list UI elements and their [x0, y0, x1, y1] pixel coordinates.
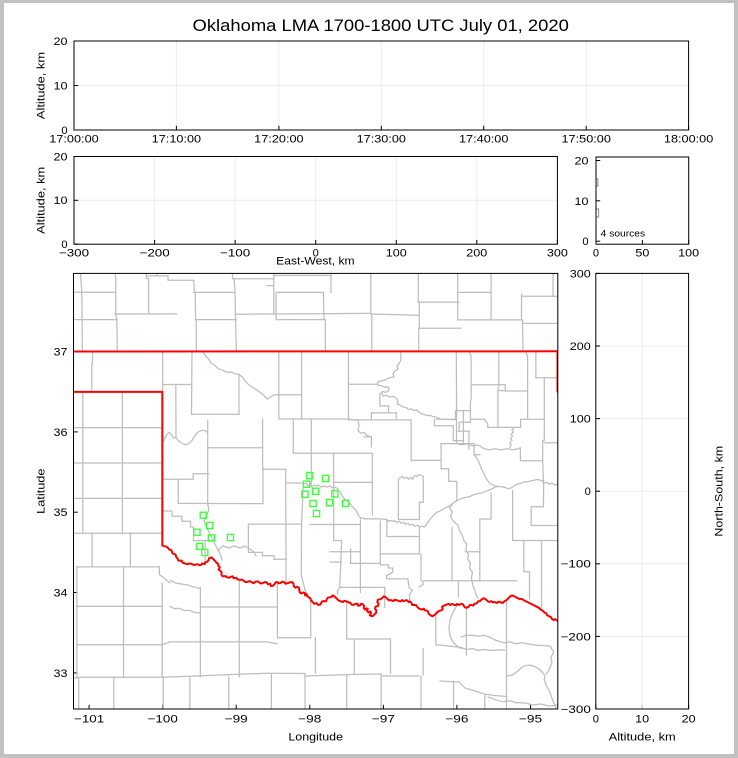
svg-text:0: 0: [593, 247, 599, 259]
svg-text:37: 37: [54, 346, 68, 358]
svg-text:Altitude, km: Altitude, km: [36, 52, 48, 119]
svg-text:34: 34: [54, 587, 68, 599]
svg-text:17:10:00: 17:10:00: [152, 133, 201, 145]
svg-text:North-South, km: North-South, km: [713, 446, 725, 537]
svg-text:35: 35: [54, 507, 68, 519]
svg-text:0: 0: [585, 486, 591, 498]
svg-text:100: 100: [678, 247, 699, 259]
svg-text:Altitude, km: Altitude, km: [609, 732, 676, 744]
svg-text:10: 10: [635, 714, 649, 726]
svg-text:20: 20: [54, 36, 68, 48]
svg-text:−200: −200: [140, 247, 170, 259]
svg-text:0: 0: [61, 125, 67, 137]
svg-text:200: 200: [466, 247, 487, 259]
svg-text:17:20:00: 17:20:00: [254, 133, 303, 145]
svg-text:−300: −300: [561, 704, 591, 716]
svg-text:17:50:00: 17:50:00: [562, 133, 611, 145]
svg-text:Altitude, km: Altitude, km: [36, 167, 48, 234]
svg-text:50: 50: [635, 247, 649, 259]
svg-text:−100: −100: [148, 714, 178, 726]
svg-text:100: 100: [570, 414, 591, 426]
svg-text:10: 10: [575, 196, 589, 208]
svg-text:−101: −101: [74, 714, 104, 726]
svg-text:Oklahoma LMA 1700-1800 UTC Jul: Oklahoma LMA 1700-1800 UTC July 01, 2020: [193, 16, 569, 35]
svg-text:East-West, km: East-West, km: [276, 255, 354, 267]
svg-text:0: 0: [582, 236, 588, 248]
svg-text:0: 0: [593, 714, 599, 726]
svg-text:−97: −97: [372, 714, 395, 726]
svg-text:−200: −200: [561, 631, 591, 643]
svg-text:Longitude: Longitude: [288, 732, 343, 744]
svg-text:18:00:00: 18:00:00: [664, 133, 713, 145]
svg-text:0: 0: [61, 239, 67, 251]
svg-text:Latitude: Latitude: [36, 469, 48, 514]
svg-text:17:30:00: 17:30:00: [357, 133, 406, 145]
svg-text:20: 20: [575, 155, 589, 167]
svg-text:−96: −96: [445, 714, 468, 726]
svg-text:−98: −98: [298, 714, 321, 726]
svg-text:100: 100: [386, 247, 407, 259]
svg-text:4 sources: 4 sources: [601, 229, 646, 239]
svg-text:10: 10: [54, 195, 68, 207]
svg-text:0: 0: [313, 247, 319, 259]
svg-text:20: 20: [682, 714, 696, 726]
svg-text:17:40:00: 17:40:00: [459, 133, 508, 145]
svg-text:10: 10: [54, 80, 68, 92]
svg-text:300: 300: [547, 247, 568, 259]
svg-text:−99: −99: [225, 714, 248, 726]
svg-text:36: 36: [54, 427, 68, 439]
svg-text:−300: −300: [59, 247, 89, 259]
svg-text:200: 200: [570, 341, 591, 353]
svg-text:−100: −100: [220, 247, 250, 259]
svg-text:20: 20: [54, 151, 68, 163]
svg-text:−100: −100: [561, 559, 591, 571]
svg-text:300: 300: [570, 268, 591, 280]
svg-text:17:00:00: 17:00:00: [49, 133, 98, 145]
svg-text:−95: −95: [519, 714, 542, 726]
svg-text:33: 33: [54, 668, 68, 680]
